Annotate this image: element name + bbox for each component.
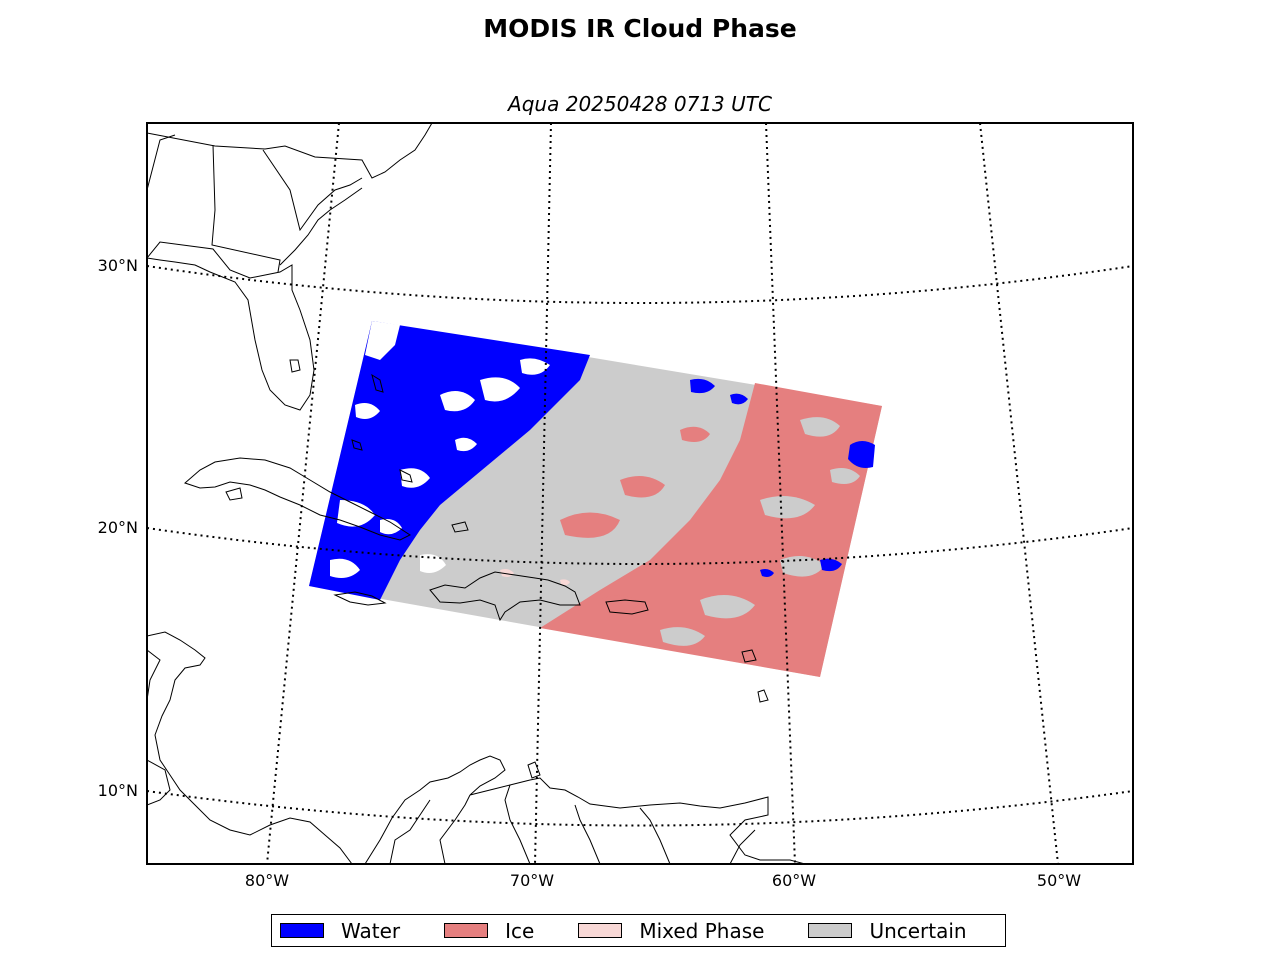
legend-swatch-ice (444, 923, 489, 938)
us-coast-ga (279, 187, 363, 266)
map-frame (146, 122, 1134, 865)
legend-item-ice: Ice (444, 919, 534, 943)
lake-okeechobee (289, 359, 301, 373)
jamaica (333, 591, 387, 606)
lat-label-10n: 10°N (97, 781, 138, 800)
lon-label-80w: 80°W (244, 871, 290, 890)
graticule (147, 123, 1133, 864)
legend-item-mixed-phase: Mixed Phase (578, 919, 764, 943)
lon-line-50w (979, 123, 1059, 864)
figure-subtitle: Aqua 20250428 0713 UTC (508, 92, 772, 116)
legend-swatch-uncertain (808, 923, 853, 938)
legend-swatch-mixed-phase (578, 923, 623, 938)
south-america-coast (364, 755, 806, 864)
ca-border-a (147, 649, 161, 701)
us-border-c (262, 149, 363, 232)
ca-border-b (147, 759, 171, 806)
legend: Water Ice Mixed Phase Uncertain (271, 914, 1006, 947)
martinique (757, 689, 769, 703)
sa-border-c (504, 784, 531, 864)
turks-caicos (451, 521, 469, 533)
sa-border-a (389, 799, 431, 864)
lon-label-70w: 70°W (509, 871, 555, 890)
lat-line-10n (147, 790, 1133, 827)
bahamas-b (351, 439, 363, 451)
us-border-a (147, 134, 176, 191)
legend-label-uncertain: Uncertain (869, 918, 967, 943)
guadeloupe (741, 649, 757, 663)
bahamas-a (371, 373, 384, 393)
ice-patches (560, 426, 710, 613)
map-content (147, 123, 1133, 864)
hispaniola (429, 571, 581, 622)
legend-item-uncertain: Uncertain (808, 918, 967, 943)
isla-juventud (225, 487, 243, 501)
sa-border-e (639, 807, 671, 864)
florida (147, 241, 315, 411)
clear-sky-patches (330, 321, 550, 578)
cloud-phase-swath (309, 321, 882, 677)
lat-label-30n: 30°N (97, 256, 138, 275)
uncertain-patches (660, 417, 860, 646)
sa-border-b (439, 794, 471, 864)
lon-label-50w: 50°W (1036, 871, 1082, 890)
legend-swatch-water (280, 923, 324, 938)
coastlines (147, 123, 806, 864)
us-border-b (211, 144, 281, 273)
lat-line-20n (147, 527, 1133, 565)
legend-item-water: Water (280, 919, 400, 943)
sa-border-d (574, 804, 601, 864)
lon-label-60w: 60°W (771, 871, 817, 890)
legend-label-mixed-phase: Mixed Phase (639, 918, 765, 943)
legend-label-ice: Ice (505, 918, 535, 943)
mixed-phase-patches (500, 569, 570, 586)
bahamas-c (399, 469, 413, 483)
figure-title: MODIS IR Cloud Phase (483, 14, 797, 43)
lon-line-80w (266, 123, 340, 864)
water-patches-east (690, 378, 875, 577)
cuba (184, 457, 412, 541)
puerto-rico (605, 599, 649, 615)
lat-line-30n (147, 265, 1133, 304)
central-america-coast (147, 631, 353, 864)
legend-label-water: Water (341, 918, 401, 943)
us-coast-north (147, 123, 433, 179)
lat-label-20n: 20°N (97, 518, 138, 537)
sa-border-f (729, 829, 756, 864)
aruba-curacao (527, 761, 541, 779)
